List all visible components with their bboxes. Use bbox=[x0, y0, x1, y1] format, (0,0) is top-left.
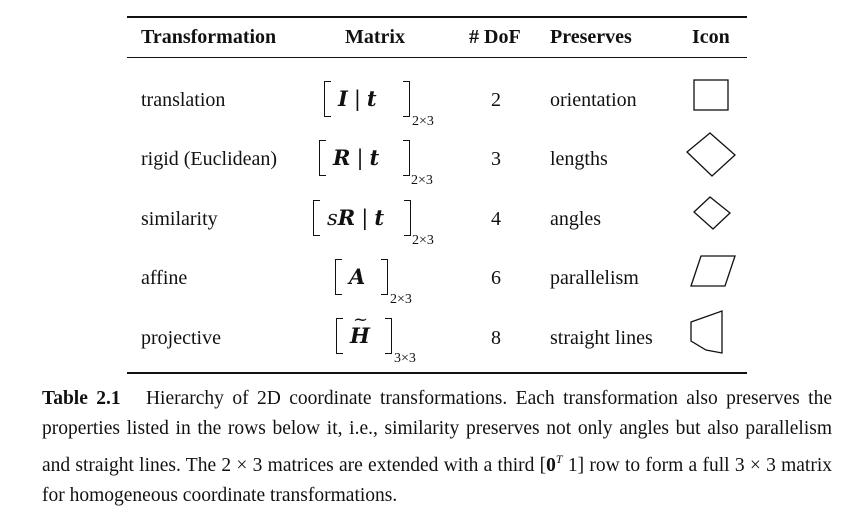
row-rigid-dof: 3 bbox=[491, 148, 501, 170]
top-rule bbox=[127, 16, 747, 18]
caption-text-1: Hierarchy of 2D coordinate transformatio… bbox=[42, 388, 832, 476]
rotated-square-icon bbox=[686, 132, 736, 177]
caption-text-4: matrix for homogeneous coordinate transf… bbox=[42, 455, 833, 506]
header-dof: # DoF bbox=[469, 26, 521, 48]
bottom-rule bbox=[127, 372, 747, 374]
trapezoid-icon bbox=[690, 310, 723, 354]
table-caption: Table 2.1 Hierarchy of 2D coordinate tra… bbox=[42, 384, 832, 511]
square-icon bbox=[693, 79, 729, 111]
row-projective-preserves: straight lines bbox=[550, 327, 653, 349]
caption-text-2: matrices are extended with a third bbox=[262, 455, 540, 476]
small-rotated-square-icon bbox=[693, 196, 731, 230]
header-icon: Icon bbox=[692, 26, 730, 48]
header-rule bbox=[127, 57, 747, 58]
row-similarity-preserves: angles bbox=[550, 208, 602, 230]
row-affine-preserves: parallelism bbox=[550, 267, 639, 289]
row-affine-dof: 6 bbox=[491, 267, 501, 289]
row-translation-dof: 2 bbox=[491, 89, 501, 111]
caption-text-3: row to form a full bbox=[584, 455, 735, 476]
caption-math-dims-2: 3 × 3 bbox=[734, 455, 776, 476]
row-affine-name: affine bbox=[141, 267, 188, 289]
header-preserves: Preserves bbox=[550, 26, 632, 48]
row-rigid-name: rigid (Euclidean) bbox=[141, 148, 278, 170]
caption-label: Table 2.1 bbox=[42, 388, 121, 409]
row-similarity-dof: 4 bbox=[491, 208, 501, 230]
row-rigid-preserves: lengths bbox=[550, 148, 608, 170]
row-translation-preserves: orientation bbox=[550, 89, 637, 111]
row-translation-name: translation bbox=[141, 89, 226, 111]
header-transformation: Transformation bbox=[141, 26, 277, 48]
row-projective-name: projective bbox=[141, 327, 221, 349]
parallelogram-icon bbox=[690, 255, 736, 287]
caption-row-vector: [0T 1] bbox=[539, 452, 585, 476]
row-projective-dof: 8 bbox=[491, 327, 501, 349]
header-matrix: Matrix bbox=[345, 26, 405, 48]
row-similarity-name: similarity bbox=[141, 208, 218, 230]
caption-math-dims: 2 × 3 bbox=[221, 455, 263, 476]
